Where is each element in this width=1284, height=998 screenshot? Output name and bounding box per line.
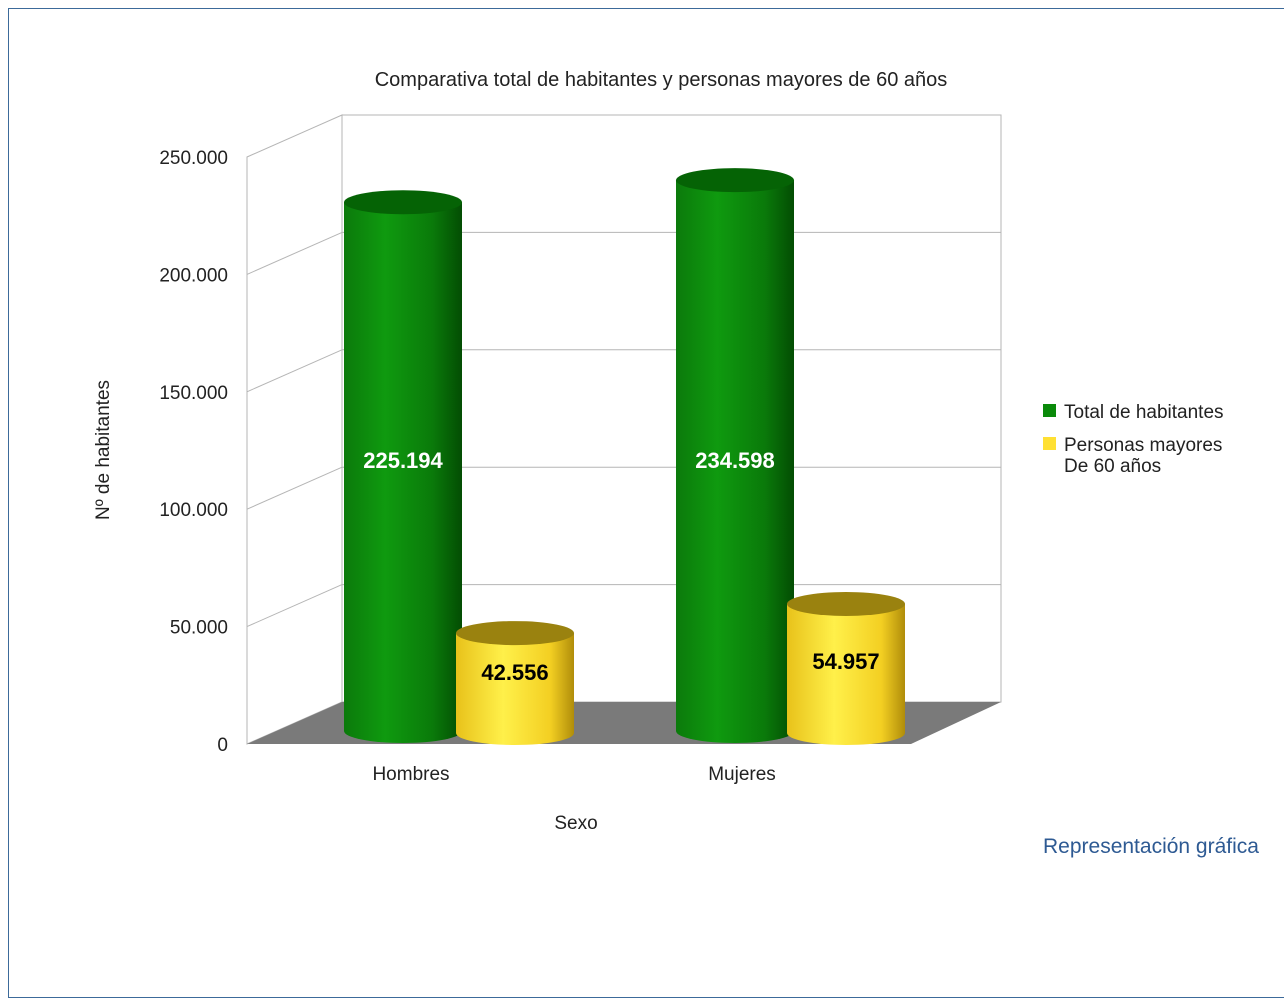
bar-body [344,202,462,743]
legend-swatch [1043,437,1056,450]
chart-title: Comparativa total de habitantes y person… [375,69,948,91]
side-wall [246,114,343,745]
legend-label: Personas mayores [1064,435,1222,456]
legend-label: Total de habitantes [1064,402,1224,423]
gridline-side [246,349,343,393]
bar: 225.194 [344,190,462,743]
y-axis-ticks: 0 50.000 100.000 150.000 200.000 250.000 [159,148,228,756]
y-tick-label: 150.000 [159,383,228,404]
bar-body [787,603,905,745]
x-tick-label: Mujeres [708,764,776,785]
legend-label: De 60 años [1064,456,1161,477]
gridline-side [246,584,343,628]
bar-top [676,168,794,193]
x-tick-label: Hombres [372,764,449,785]
bar-body [456,633,574,745]
bar-top [344,190,462,215]
x-axis-ticks: Hombres Mujeres [372,764,775,785]
y-tick-label: 50.000 [170,618,228,639]
gridline-side [246,231,343,275]
y-tick-label: 0 [217,735,228,756]
y-tick-label: 200.000 [159,265,228,286]
data-label: 42.556 [481,660,548,685]
caption: Representación gráfica [1043,835,1259,858]
y-axis-label: Nº de habitantes [93,380,114,520]
data-label: 225.194 [363,448,443,473]
bar: 234.598 [676,168,794,744]
bar-body [676,180,794,744]
data-label: 54.957 [812,649,879,674]
y-tick-label: 100.000 [159,500,228,521]
bar-top [456,621,574,646]
gridline-side [246,466,343,510]
bars: 225.194 42.556 234.598 54.957 [344,168,905,745]
y-tick-label: 250.000 [159,148,228,169]
bar-top [787,591,905,616]
x-axis-label: Sexo [554,813,597,834]
bar: 54.957 [787,591,905,745]
data-label: 234.598 [695,448,775,473]
bar: 42.556 [456,621,574,745]
legend-swatch [1043,404,1056,417]
